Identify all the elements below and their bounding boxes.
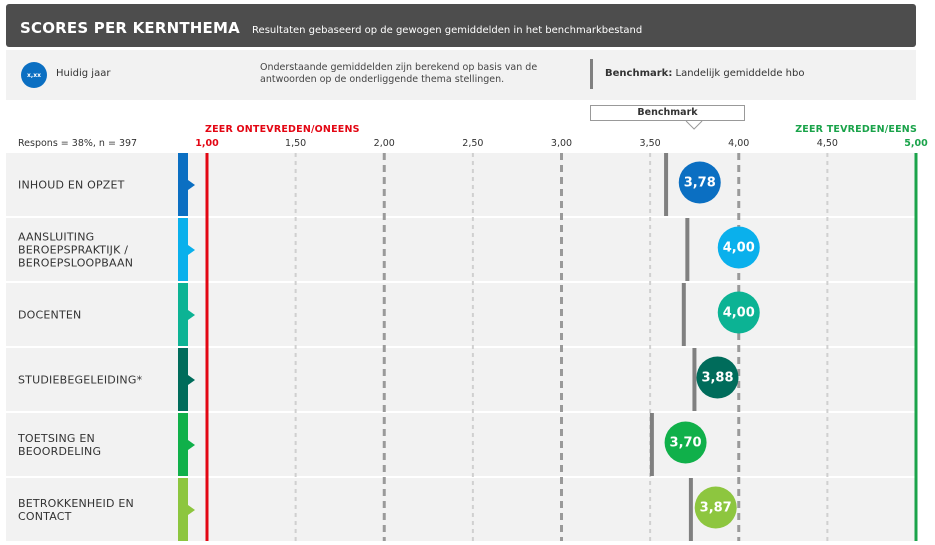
theme-color-strip xyxy=(178,478,188,541)
axis-tick-label: 4,00 xyxy=(728,138,750,149)
theme-arrow-icon xyxy=(188,244,195,255)
theme-color-strip xyxy=(178,283,188,346)
score-dot xyxy=(678,161,721,204)
legend-benchmark-text: Benchmark: Landelijk gemiddelde hbo xyxy=(605,68,805,79)
axis-min-label: ZEER ONTEVREDEN/ONEENS xyxy=(205,124,360,135)
theme-label: INHOUD EN OPZET xyxy=(18,178,125,191)
benchmark-marker xyxy=(692,348,697,411)
theme-arrow-icon xyxy=(188,439,195,450)
theme-arrow-icon xyxy=(188,179,195,190)
score-label: 3,78 xyxy=(684,176,716,191)
benchmark-marker xyxy=(649,413,654,476)
benchmark-callout-pointer xyxy=(685,120,703,130)
theme-color-strip xyxy=(178,348,188,411)
theme-color-strip xyxy=(178,218,188,281)
score-dot xyxy=(694,486,737,529)
axis-tick-label: 1,00 xyxy=(195,138,219,149)
benchmark-marker xyxy=(685,218,690,281)
legend-current-year-label: Huidig jaar xyxy=(56,68,111,79)
score-label: 3,88 xyxy=(701,371,733,386)
axis-max-label: ZEER TEVREDEN/EENS xyxy=(795,124,917,135)
axis-tick-label: 3,50 xyxy=(639,138,661,149)
score-label: 4,00 xyxy=(723,306,755,321)
theme-row: DOCENTEN xyxy=(6,283,916,346)
theme-row: TOETSING EN BEOORDELING xyxy=(6,413,916,476)
theme-row: INHOUD EN OPZET xyxy=(6,153,916,216)
theme-row: BETROKKENHEID EN CONTACT xyxy=(6,478,916,541)
benchmark-marker xyxy=(681,283,686,346)
theme-label: DOCENTEN xyxy=(18,308,82,321)
legend-score-dot: x,xx xyxy=(21,62,47,88)
theme-label: TOETSING EN BEOORDELING xyxy=(18,431,102,458)
response-info: Respons = 38%, n = 397 xyxy=(18,138,138,149)
theme-label: STUDIEBEGELEIDING* xyxy=(18,373,143,386)
theme-color-strip xyxy=(178,153,188,216)
page-subtitle: Resultaten gebaseerd op de gewogen gemid… xyxy=(252,25,643,36)
axis-tick-label: 1,50 xyxy=(285,138,307,149)
score-label: 3,87 xyxy=(700,501,732,516)
score-label: 3,70 xyxy=(670,436,702,451)
score-label: 4,00 xyxy=(723,241,755,256)
legend-benchmark-desc: Landelijk gemiddelde hbo xyxy=(675,68,805,79)
theme-row: AANSLUITING BEROEPSPRAKTIJK / BEROEPSLOO… xyxy=(6,218,916,281)
score-dot xyxy=(696,356,739,399)
benchmark-marker xyxy=(688,478,693,541)
legend-benchmark-marker xyxy=(590,59,593,89)
score-dot xyxy=(717,291,760,334)
axis-tick-label: 5,00 xyxy=(904,138,928,149)
benchmark-callout: Benchmark xyxy=(590,105,745,121)
legend-bar: x,xx Huidig jaar Onderstaande gemiddelde… xyxy=(6,50,916,100)
theme-arrow-icon xyxy=(188,374,195,385)
theme-label: BETROKKENHEID EN CONTACT xyxy=(18,496,134,523)
benchmark-marker xyxy=(664,153,669,216)
axis-tick-label: 3,00 xyxy=(550,138,573,149)
theme-arrow-icon xyxy=(188,504,195,515)
score-dot xyxy=(664,421,707,464)
page-header: SCORES PER KERNTHEMA Resultaten gebaseer… xyxy=(6,4,916,47)
theme-color-strip xyxy=(178,413,188,476)
score-dot xyxy=(717,226,760,269)
legend-note: Onderstaande gemiddelden zijn berekend o… xyxy=(260,62,538,85)
theme-row: STUDIEBEGELEIDING* xyxy=(6,348,916,411)
theme-arrow-icon xyxy=(188,309,195,320)
legend-benchmark-bold: Benchmark: xyxy=(605,68,673,79)
theme-label: AANSLUITING BEROEPSPRAKTIJK / BEROEPSLOO… xyxy=(18,230,134,269)
page-title: SCORES PER KERNTHEMA xyxy=(20,19,240,37)
axis-tick-label: 2,50 xyxy=(462,138,484,149)
axis-tick-label: 2,00 xyxy=(373,138,395,149)
axis-tick-label: 4,50 xyxy=(816,138,838,149)
